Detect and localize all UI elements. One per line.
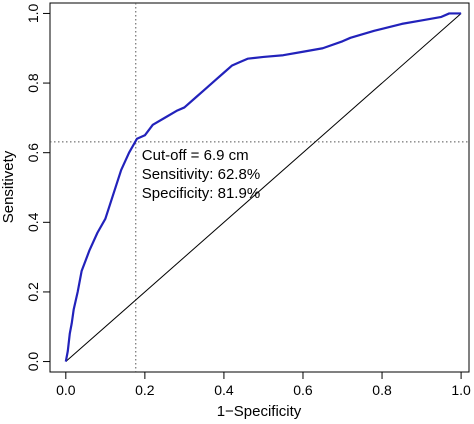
y-tick-label: 1.0 bbox=[25, 4, 41, 24]
x-tick-label: 0.6 bbox=[293, 382, 313, 398]
x-tick-label: 0.8 bbox=[372, 382, 392, 398]
annotations: Cut-off = 6.9 cm Sensitivity: 62.8% Specif… bbox=[142, 147, 260, 202]
cutoff-annotation-line: Sensitivity: 62.8% bbox=[142, 166, 260, 183]
y-tick-label: 0.8 bbox=[25, 73, 41, 93]
y-axis: 0.0 0.2 0.4 0.6 0.8 1.0 bbox=[25, 4, 51, 372]
cutoff-annotation-line: Cut-off = 6.9 cm bbox=[142, 147, 249, 164]
x-tick-label: 0.2 bbox=[135, 382, 155, 398]
y-tick-label: 0.2 bbox=[25, 282, 41, 302]
x-axis-title: 1−Specificity bbox=[217, 403, 302, 420]
x-axis: 0.0 0.2 0.4 0.6 0.8 1.0 bbox=[56, 371, 471, 398]
y-tick-label: 0.4 bbox=[25, 212, 41, 232]
x-tick-label: 0.0 bbox=[56, 382, 76, 398]
y-tick-label: 0.0 bbox=[25, 352, 41, 372]
x-tick-label: 0.4 bbox=[214, 382, 234, 398]
cutoff-annotation-line: Specificity: 81.9% bbox=[142, 185, 260, 202]
y-axis-title: Sensitivety bbox=[0, 150, 17, 223]
roc-curve-line bbox=[64, 12, 462, 362]
reference-diagonal-line bbox=[65, 13, 462, 362]
x-tick-label: 1.0 bbox=[451, 382, 471, 398]
plot-lines bbox=[50, 3, 469, 372]
y-tick-label: 0.6 bbox=[25, 143, 41, 163]
